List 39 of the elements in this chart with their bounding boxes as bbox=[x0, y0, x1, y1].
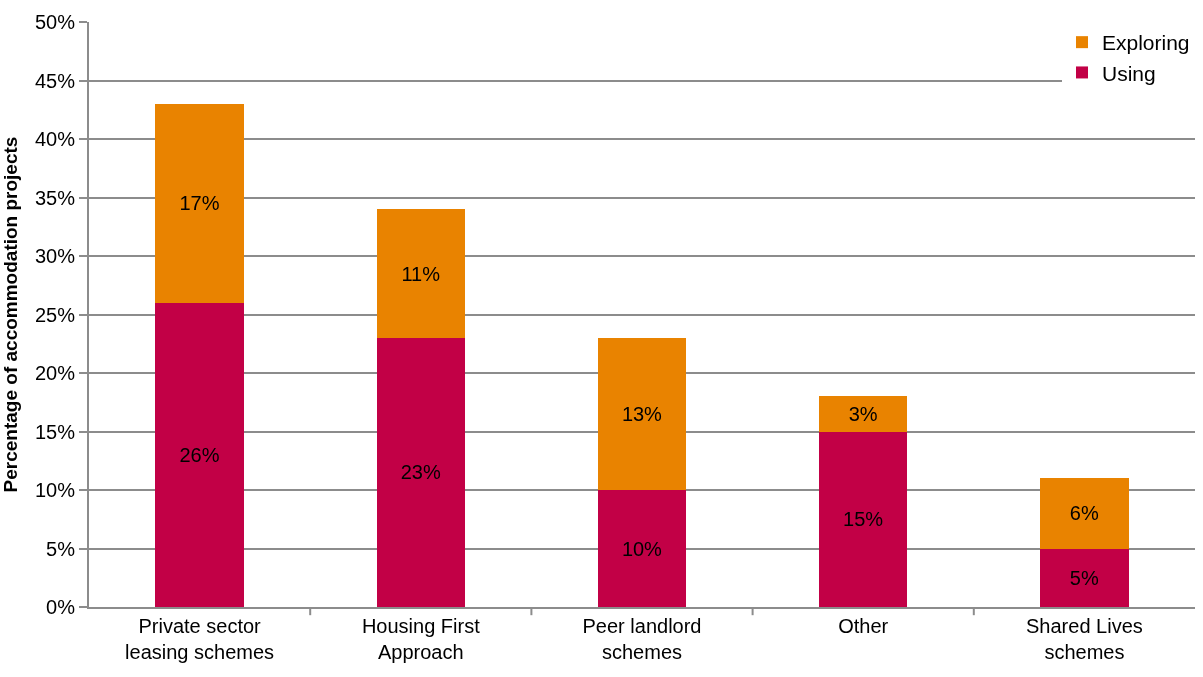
bar bbox=[597, 490, 687, 607]
y-axis-title: Percentage of accommodation projects bbox=[0, 136, 21, 493]
bar bbox=[818, 396, 908, 432]
data-label: 5% bbox=[1069, 566, 1099, 589]
y-tick-label: 30% bbox=[34, 245, 76, 267]
data-label: 26% bbox=[179, 443, 220, 466]
y-tick-label: 25% bbox=[34, 303, 76, 326]
x-tick-label: Peer landlord schemes bbox=[582, 615, 702, 663]
x-tick-label: Housing First Approach bbox=[361, 615, 481, 663]
y-tick-label: 10% bbox=[34, 479, 76, 501]
x-tick-label: Other bbox=[838, 615, 889, 637]
legend-label: Exploring bbox=[1102, 31, 1190, 55]
data-label: 11% bbox=[401, 262, 441, 285]
data-label: 3% bbox=[848, 402, 878, 425]
y-tick-label: 0% bbox=[46, 596, 76, 618]
y-tick-label: 35% bbox=[34, 186, 76, 209]
data-label: 15% bbox=[843, 508, 884, 531]
bar bbox=[1040, 478, 1129, 549]
bar bbox=[155, 103, 244, 303]
y-tick-label: 15% bbox=[34, 420, 76, 443]
bar bbox=[376, 337, 466, 607]
y-tick-label: 20% bbox=[34, 362, 76, 384]
y-tick-label: 40% bbox=[34, 128, 76, 150]
legend-label: Using bbox=[1102, 61, 1156, 85]
y-tick-label: 45% bbox=[34, 69, 76, 92]
bar bbox=[1040, 548, 1129, 607]
data-label: 6% bbox=[1069, 502, 1099, 525]
y-tick-label: 5% bbox=[46, 537, 76, 560]
y-tick-label: 50% bbox=[34, 11, 76, 33]
data-label: 13% bbox=[621, 402, 663, 425]
x-tick-label: Private sector leasing schemes bbox=[125, 615, 275, 663]
x-tick-label: Shared Lives schemes bbox=[1026, 615, 1143, 663]
data-label: 10% bbox=[621, 537, 663, 560]
data-label: 23% bbox=[400, 461, 441, 484]
data-label: 17% bbox=[179, 192, 220, 215]
bar bbox=[597, 337, 687, 490]
bar bbox=[155, 302, 244, 607]
bar bbox=[376, 209, 466, 338]
bar bbox=[818, 431, 908, 607]
